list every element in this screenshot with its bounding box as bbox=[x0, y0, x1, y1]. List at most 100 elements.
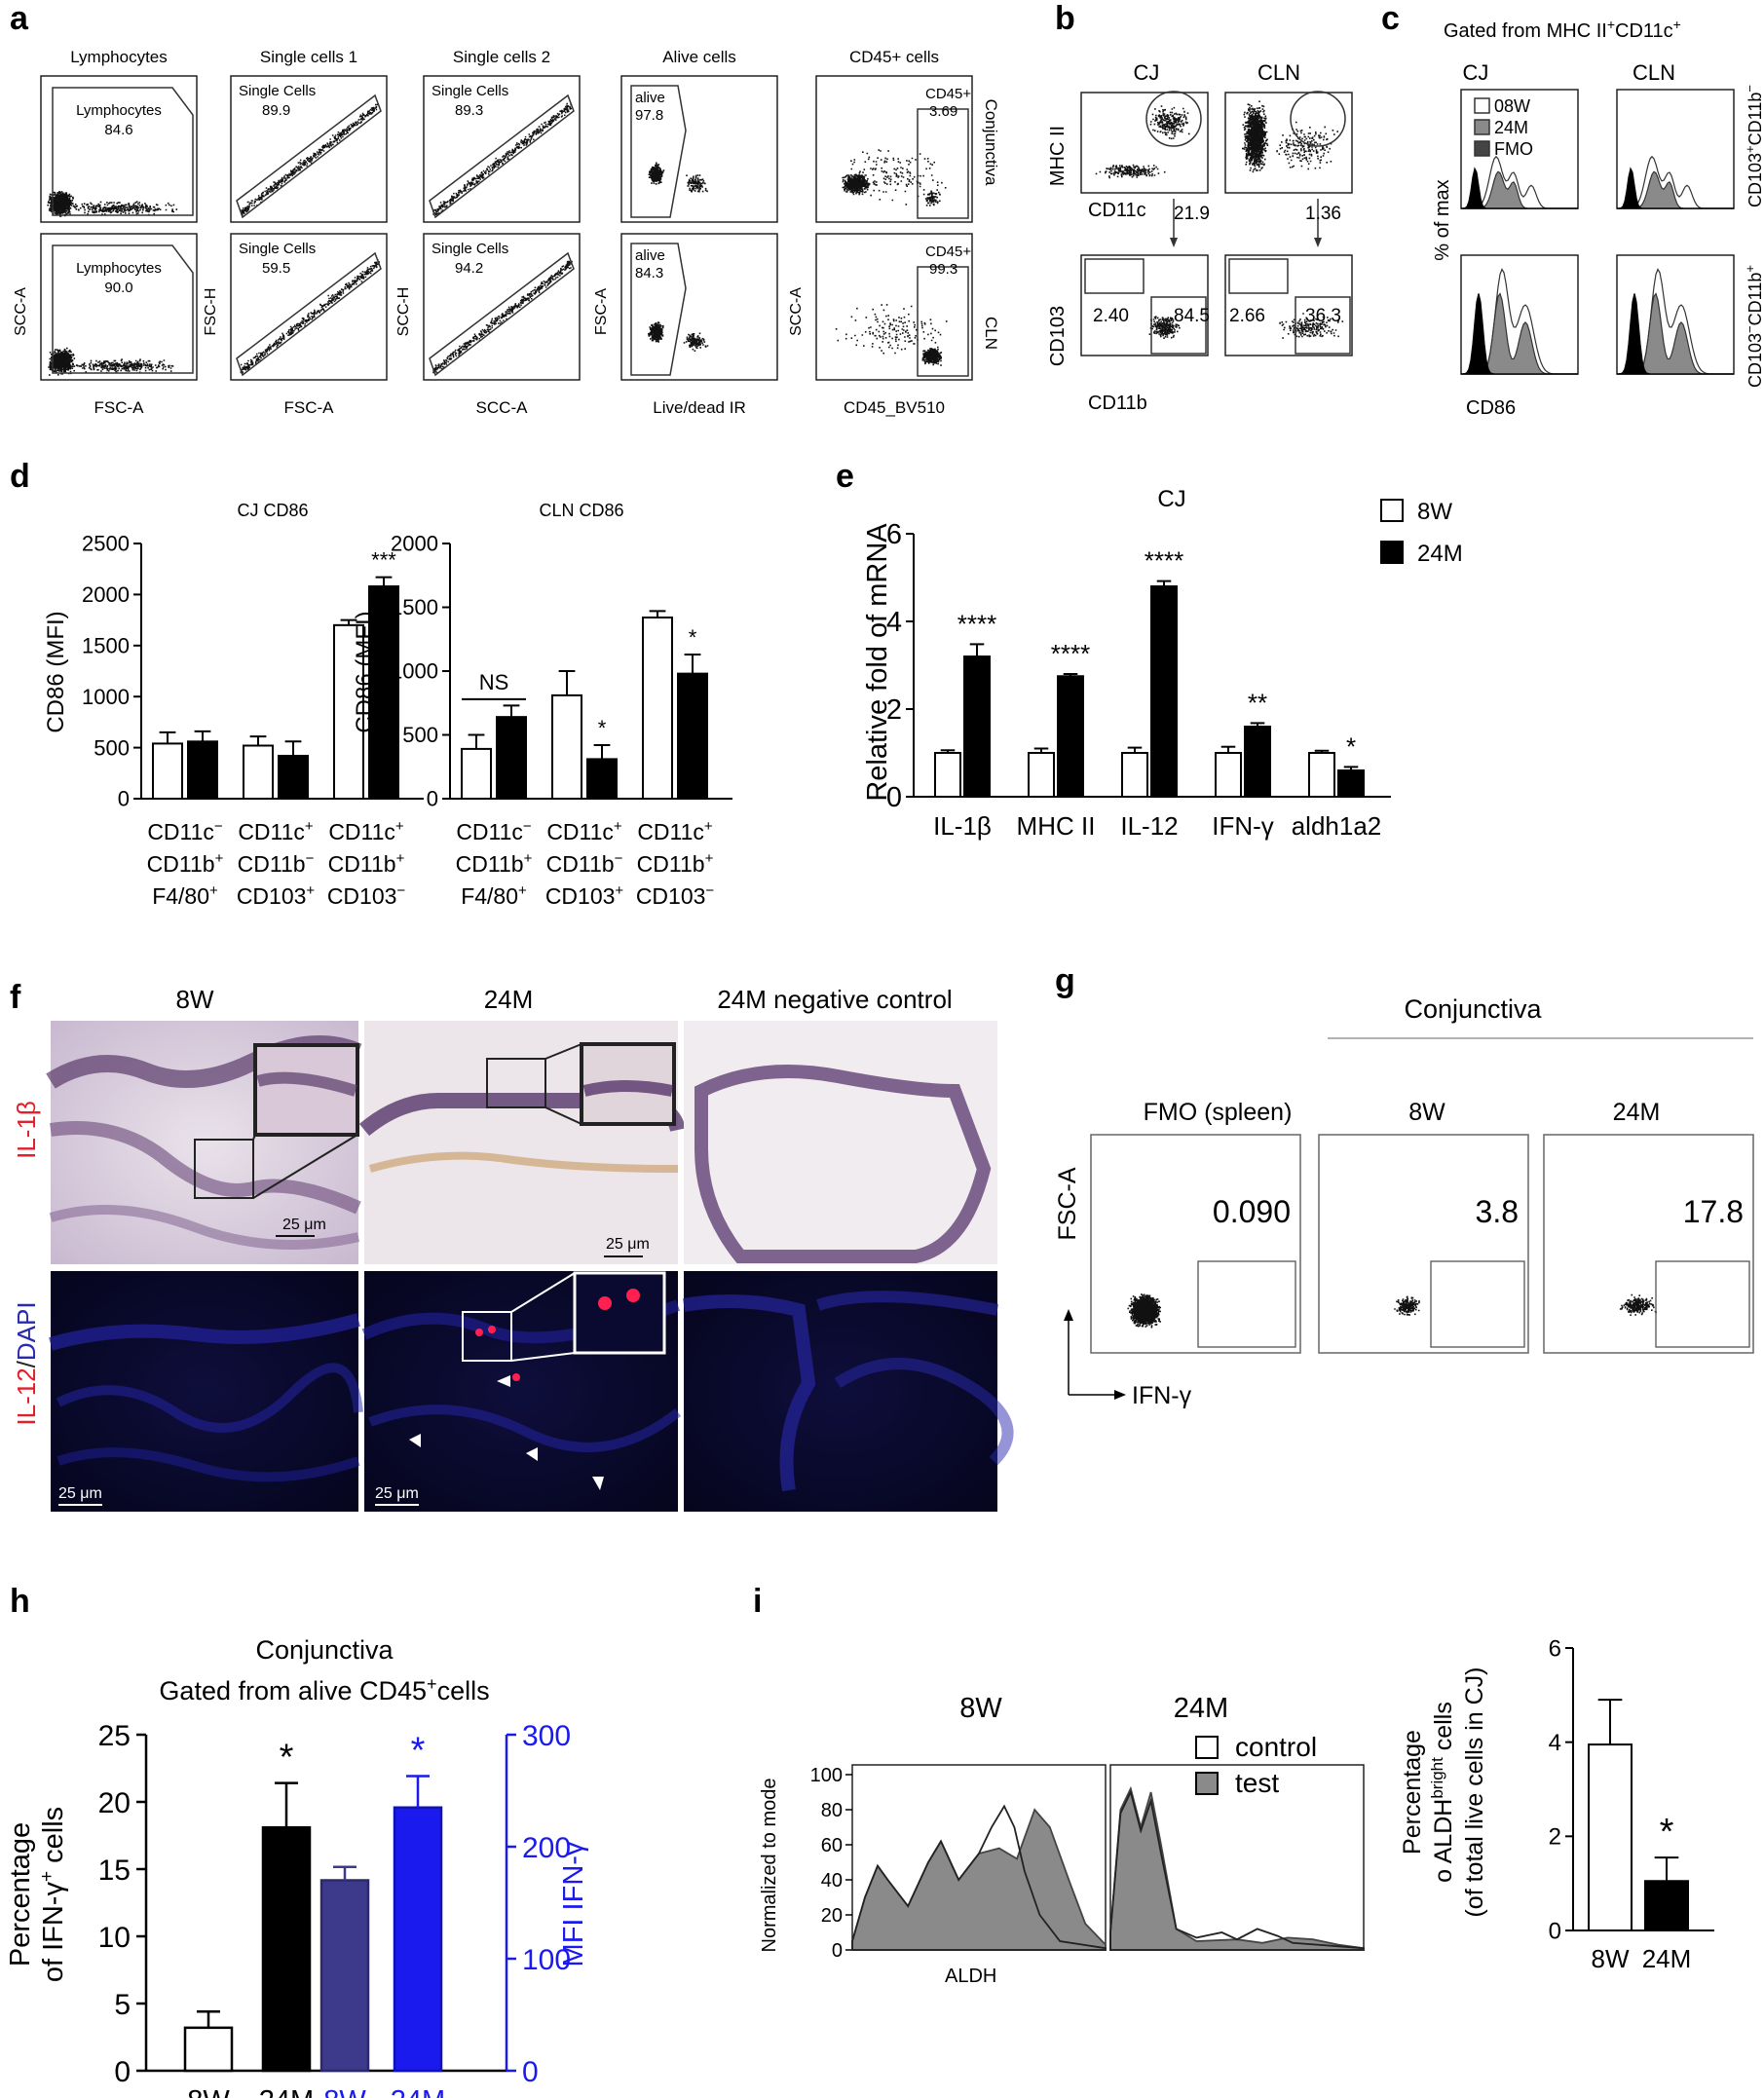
a-gate-value: 97.8 bbox=[635, 107, 663, 124]
bar-8w bbox=[1308, 752, 1335, 798]
panel-i: i 8W 24M Normalized to mode ALDH 0204060… bbox=[753, 1583, 1714, 1987]
panel-c: c Gated from MHC II+CD11c+ CJ CLN % of m… bbox=[1381, 0, 1764, 419]
h-ylabel-1: Percentage bbox=[5, 1822, 36, 1967]
significance-label: * bbox=[411, 1731, 426, 1772]
a-ylabel: FSC-H bbox=[203, 288, 219, 336]
g-gate bbox=[1197, 1260, 1296, 1348]
i-legend-test: test bbox=[1235, 1768, 1279, 1798]
y-tick-label: 2000 bbox=[391, 532, 438, 556]
g-col-fmo: FMO (spleen) bbox=[1144, 1099, 1293, 1126]
i-ylabel: Normalized to mode bbox=[759, 1779, 780, 1953]
category-label: 24M bbox=[391, 2085, 445, 2098]
y-tick-label: 0 bbox=[832, 1940, 843, 1962]
y-tick-label: 6 bbox=[886, 519, 902, 550]
b-value-cln-top: 1.36 bbox=[1305, 204, 1341, 224]
a-gate-value: 84.3 bbox=[635, 265, 663, 281]
y-tick-label: 500 bbox=[94, 735, 130, 760]
e-legend-swatch-8w bbox=[1380, 499, 1404, 522]
f-ihc-negctrl-image bbox=[684, 1021, 997, 1264]
significance-label: **** bbox=[1051, 639, 1090, 668]
b-value-cj-q1: 2.40 bbox=[1093, 306, 1129, 326]
b-value-cln-q1: 2.66 bbox=[1229, 306, 1265, 326]
c-row-label-2: CD103−CD11b+ bbox=[1743, 265, 1764, 388]
bar-8w bbox=[551, 693, 582, 801]
a-gate bbox=[917, 108, 969, 219]
y-axis-label: CD86 (MFI) bbox=[43, 611, 69, 732]
i-col-8w: 8W bbox=[959, 1693, 1002, 1724]
bar-24m bbox=[1150, 585, 1178, 798]
a-events bbox=[648, 162, 665, 185]
g-gate-value: 17.8 bbox=[1683, 1194, 1744, 1229]
a-plot-frame bbox=[230, 75, 388, 223]
a-gate-value: 99.3 bbox=[929, 261, 957, 278]
y-tick-label-right: 200 bbox=[522, 1832, 571, 1864]
y-tick-label: 1500 bbox=[82, 634, 130, 658]
category-label: CD103+ bbox=[545, 882, 624, 909]
e-legend-24m: 24M bbox=[1417, 541, 1463, 567]
g-xlabel: IFN-γ bbox=[1132, 1382, 1192, 1409]
b-arrowhead bbox=[1170, 238, 1178, 247]
g-events bbox=[1127, 1293, 1161, 1329]
c-legend-swatch bbox=[1474, 119, 1490, 135]
b-plot-frame-bottom bbox=[1224, 254, 1353, 356]
y-tick-label: 4 bbox=[1549, 1730, 1561, 1756]
g-ylabel: FSC-A bbox=[1054, 1167, 1081, 1240]
a-ylabel: FSC-A bbox=[593, 288, 610, 335]
bar-8w bbox=[1028, 752, 1055, 798]
y-tick-label: 20 bbox=[821, 1905, 843, 1927]
i-hist-test-24m bbox=[1109, 1785, 1365, 1951]
f-fluo-24m-image: 25 μm bbox=[361, 1271, 682, 1512]
a-events bbox=[59, 358, 174, 374]
b-col-cj: CJ bbox=[1134, 60, 1160, 85]
h-ylabel-right: MFI IFN-γ bbox=[558, 1841, 589, 1967]
y-tick-label-left: 10 bbox=[98, 1922, 131, 1954]
bar-24m bbox=[278, 754, 309, 801]
b-gate-q2 bbox=[1295, 296, 1351, 355]
g-gate bbox=[1655, 1260, 1750, 1348]
a-events bbox=[648, 321, 664, 343]
row-label-conjunctiva: Conjunctiva bbox=[982, 99, 1000, 186]
b-gate-circle bbox=[1145, 91, 1202, 147]
g-gate-value: 0.090 bbox=[1213, 1194, 1291, 1229]
category-label: 8W bbox=[323, 2085, 366, 2098]
c-legend-label: 24M bbox=[1494, 118, 1528, 137]
a-gate-value: 84.6 bbox=[104, 122, 132, 138]
b-gate-circle bbox=[1290, 91, 1346, 147]
y-tick-label-left: 5 bbox=[114, 1989, 131, 2021]
a-xlabel: FSC-A bbox=[284, 398, 335, 417]
category-label: CD11c+ bbox=[637, 818, 713, 844]
a-events bbox=[62, 201, 178, 216]
category-label: F4/80+ bbox=[152, 882, 218, 909]
a-gate-value: 90.0 bbox=[104, 280, 132, 296]
a-events bbox=[683, 332, 709, 352]
a-gate-name: CD45+ bbox=[925, 86, 971, 102]
bar-8w bbox=[1121, 752, 1148, 798]
category-label: MHC II bbox=[1017, 811, 1096, 841]
i-hist-control-24m bbox=[1109, 1789, 1365, 1951]
panel-letter-g: g bbox=[1055, 962, 1075, 999]
category-label: CD11c+ bbox=[238, 818, 314, 844]
significance-label: **** bbox=[957, 609, 996, 638]
significance-label: NS bbox=[479, 670, 509, 694]
bar-24m bbox=[187, 740, 218, 801]
y-tick-label: 1500 bbox=[391, 595, 438, 619]
panel-b-plots bbox=[1080, 91, 1353, 356]
significance-label: ** bbox=[1248, 688, 1267, 717]
category-label: CD11b+ bbox=[456, 850, 533, 877]
panel-e: e IL-1β MHC II IL-12 IFN-γ aldh1a20246******… bbox=[836, 458, 1463, 841]
c-legend-label: FMO bbox=[1494, 139, 1533, 159]
f-col-negative-control: 24M negative control bbox=[717, 985, 952, 1014]
a-gate bbox=[630, 85, 687, 218]
panel-a-plots: Lymphocytes Single cells 1 Single cells 2 A… bbox=[13, 48, 973, 417]
c-legend-swatch bbox=[1474, 97, 1490, 114]
panel-letter-d: d bbox=[10, 458, 30, 495]
bar-8w bbox=[934, 752, 961, 798]
a-xlabel: Live/dead IR bbox=[653, 398, 745, 417]
g-arrowhead-y bbox=[1064, 1309, 1073, 1321]
bar-24m bbox=[368, 585, 399, 800]
a-events bbox=[921, 346, 943, 366]
a-col-title: Single cells 1 bbox=[260, 48, 357, 66]
bar-8w bbox=[1215, 752, 1242, 798]
a-gate bbox=[917, 266, 969, 377]
b-ylabel-mhc: MHC II bbox=[1047, 126, 1069, 186]
